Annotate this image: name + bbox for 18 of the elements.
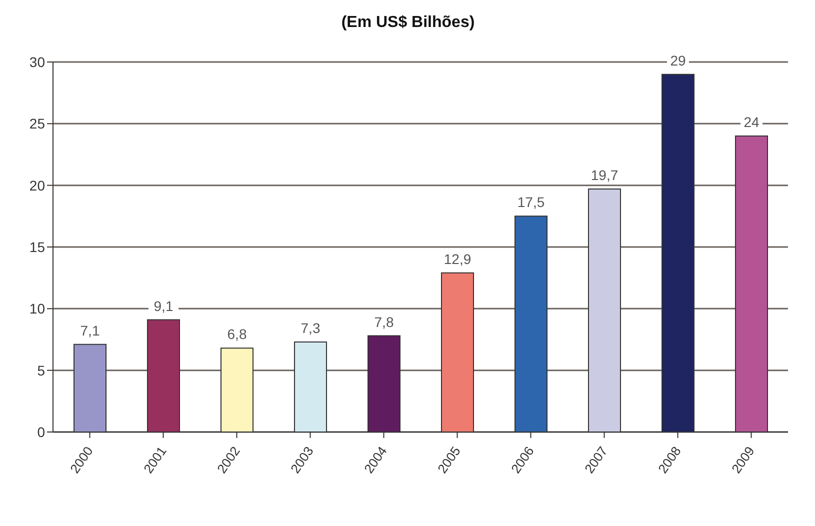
y-tick-label: 30 [29, 54, 46, 70]
y-tick-label: 10 [29, 300, 46, 317]
data-label: 7,3 [300, 320, 320, 336]
data-label: 17,5 [517, 194, 545, 210]
data-label: 19,7 [590, 167, 618, 184]
data-label: 6,8 [227, 326, 247, 342]
data-label: 12,9 [444, 250, 472, 267]
data-label: 9,1 [154, 298, 174, 314]
data-label: 24 [744, 114, 760, 130]
y-tick-label: 20 [29, 177, 46, 194]
data-label: 7,8 [374, 314, 394, 330]
data-label: 29 [670, 52, 686, 68]
y-tick-label: 0 [37, 424, 46, 440]
y-tick-label: 15 [29, 238, 46, 255]
y-tick-label: 25 [29, 116, 46, 132]
y-tick-label: 5 [37, 362, 46, 378]
chart-title: (Em US$ Bilhões) [340, 14, 476, 32]
data-label: 7,1 [80, 322, 100, 338]
